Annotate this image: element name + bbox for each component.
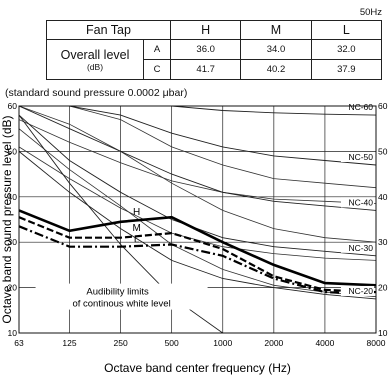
x-tick-label: 8000 (367, 338, 386, 348)
background-curve (19, 119, 376, 204)
audibility-label-line1: Audibility limits (86, 287, 149, 298)
series-label-h: H (133, 207, 140, 218)
background-curve (19, 106, 376, 243)
cell-c-h: 41.7 (169, 59, 242, 80)
x-tick-label: 1000 (213, 338, 232, 348)
nc-label-bg (341, 242, 374, 253)
nc-curve-label: NC-20 (348, 286, 373, 296)
series-line-l (18, 225, 377, 296)
nc-curve (19, 106, 376, 116)
nc-curve-label: NC-60 (348, 102, 373, 112)
fan-tap-level-table: Fan Tap H M L Overall level (dB) A 36.0 … (46, 20, 383, 80)
series-label-l: L (134, 234, 140, 245)
x-tick-label: 250 (113, 338, 127, 348)
plot-frame (18, 105, 377, 334)
frequency-tag: 50Hz (359, 7, 382, 18)
y-tick-label-right: 20 (378, 283, 388, 293)
overall-level-cell: Overall level (dB) (46, 39, 144, 80)
background-curve (19, 106, 376, 189)
y-tick-label-left: 30 (8, 237, 18, 247)
audibility-label-bg (35, 283, 208, 310)
y-axis-title: Octave band sound pressure level (dB) (0, 115, 14, 323)
series-line-m (18, 216, 377, 294)
series-line-h (18, 209, 377, 287)
nc-curve (19, 151, 376, 300)
unit-label: (dB) (86, 61, 104, 72)
audibility-label-line2: of continous white level (72, 299, 170, 310)
y-tick-label-right: 40 (378, 192, 388, 202)
nc-curve (19, 114, 376, 257)
nc-curve-label: NC-50 (348, 152, 373, 162)
nc-label-bg (341, 102, 374, 113)
x-tick-label: 2000 (264, 338, 283, 348)
nc-label-bg (341, 285, 374, 296)
row-label-c: C (143, 59, 171, 80)
x-tick-label: 125 (62, 338, 76, 348)
standard-pressure-note: (standard sound pressure 0.0002 μbar) (5, 87, 188, 99)
nc-label-bg (341, 197, 374, 208)
y-tick-label-left: 60 (8, 101, 18, 111)
y-tick-label-left: 10 (8, 328, 18, 338)
x-tick-label: 500 (165, 338, 179, 348)
y-tick-label-right: 60 (378, 101, 388, 111)
nc-curve (19, 106, 376, 211)
nc-label-bg (341, 152, 374, 163)
y-tick-label-left: 50 (8, 146, 18, 156)
overall-level-label: Overall level (60, 47, 130, 62)
nc-curve (19, 106, 376, 166)
x-axis-title: Octave band center frequency (Hz) (104, 361, 291, 375)
y-tick-label-left: 40 (8, 192, 18, 202)
series-label-m: M (132, 223, 140, 234)
y-tick-label-right: 50 (378, 146, 388, 156)
background-curve (19, 128, 376, 298)
nc-curve-label: NC-30 (348, 243, 373, 253)
cell-c-l: 37.9 (310, 59, 383, 80)
y-tick-label-right: 30 (378, 237, 388, 247)
x-tick-label: 4000 (315, 338, 334, 348)
x-tick-label: 63 (14, 338, 24, 348)
background-curve (19, 146, 376, 261)
y-tick-label-right: 10 (378, 328, 388, 338)
nc-curve-label: NC-40 (348, 197, 373, 207)
y-tick-label-left: 20 (8, 283, 18, 293)
